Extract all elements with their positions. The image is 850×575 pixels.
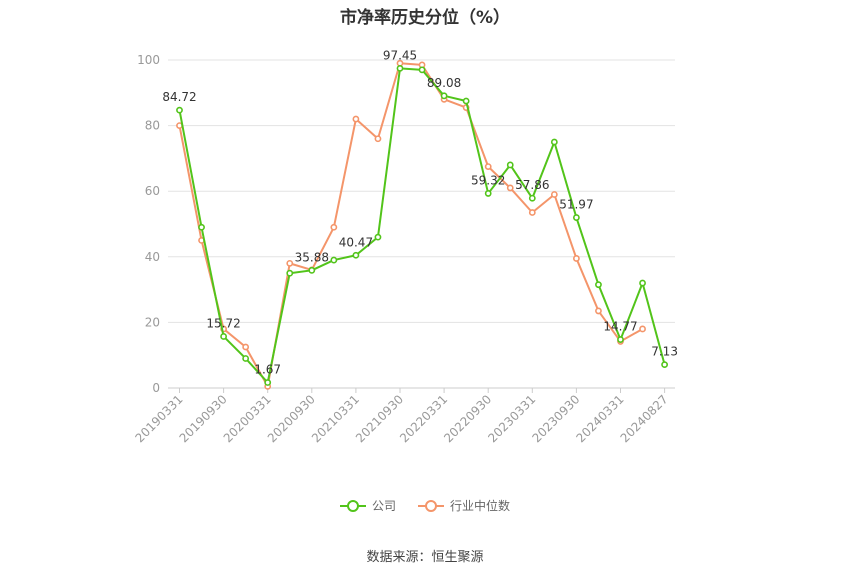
y-axis-ticks: 0 20 40 60 80 100 <box>137 53 160 395</box>
data-point <box>264 379 272 386</box>
y-tick-label: 20 <box>145 315 160 329</box>
data-point <box>595 307 602 315</box>
data-point <box>176 106 183 114</box>
data-label: 84.72 <box>162 90 196 104</box>
data-point <box>484 190 492 197</box>
data-label: 40.47 <box>339 235 373 249</box>
legend-swatch-industry-icon <box>418 499 444 513</box>
x-tick-label: 20240827 <box>618 392 671 445</box>
data-point <box>484 163 492 170</box>
data-labels: 84.72 15.72 1.67 35.88 40.47 97.45 89.08 59.32 5… <box>162 48 678 376</box>
data-point <box>352 115 360 123</box>
data-label: 89.08 <box>427 76 461 90</box>
y-tick-label: 80 <box>145 119 160 133</box>
data-label: 59.32 <box>471 173 505 187</box>
data-point <box>528 194 536 202</box>
chart-plot: 0 20 40 60 80 100 201903312019093020200331202… <box>133 48 678 445</box>
y-tick-label: 60 <box>145 184 160 198</box>
legend-item-industry-median[interactable]: 行业中位数 <box>418 497 510 514</box>
y-tick-label: 100 <box>137 53 160 67</box>
data-point <box>617 336 624 343</box>
data-point <box>352 251 360 259</box>
data-point <box>506 161 514 169</box>
data-point <box>418 66 426 74</box>
data-point <box>506 184 514 192</box>
data-label: 1.67 <box>254 363 281 377</box>
data-point <box>330 256 338 264</box>
data-point <box>440 92 448 100</box>
data-label: 15.72 <box>206 316 240 330</box>
data-point <box>639 279 646 287</box>
y-tick-label: 0 <box>152 381 160 395</box>
data-point <box>462 97 470 105</box>
data-point <box>639 325 646 333</box>
data-source: 数据来源：恒生聚源 <box>366 550 484 565</box>
data-point <box>573 255 580 262</box>
data-point <box>595 281 602 289</box>
data-point <box>374 233 382 241</box>
data-point <box>286 269 294 277</box>
data-point <box>198 223 205 231</box>
data-label: 7.13 <box>651 345 678 359</box>
data-point <box>661 361 668 369</box>
data-point <box>308 266 316 274</box>
data-point <box>550 191 558 198</box>
legend-label-company: 公司 <box>371 499 396 513</box>
series-line-0 <box>178 67 666 384</box>
data-label: 35.88 <box>295 250 329 264</box>
data-point <box>550 138 558 146</box>
grid-lines <box>168 59 675 323</box>
data-point <box>573 214 580 221</box>
data-label: 97.45 <box>383 48 417 62</box>
data-label: 57.86 <box>515 178 549 192</box>
legend-item-company[interactable]: 公司 <box>339 497 396 514</box>
legend-swatch-company-icon <box>339 499 366 513</box>
series-line-1 <box>178 62 644 388</box>
data-point <box>374 135 382 143</box>
data-point <box>528 209 536 216</box>
series-layer <box>176 59 668 390</box>
data-label: 51.97 <box>559 198 593 212</box>
data-point <box>396 64 404 72</box>
legend: 公司 行业中位数 <box>0 497 850 514</box>
y-tick-label: 40 <box>145 250 160 264</box>
data-point <box>286 259 294 267</box>
legend-label-industry-median: 行业中位数 <box>450 499 511 513</box>
x-axis: 2019033120190930202003312020093020210331… <box>133 387 675 445</box>
data-point <box>330 223 338 231</box>
data-point <box>242 355 250 362</box>
data-label: 14.77 <box>603 320 637 334</box>
data-point <box>242 343 250 351</box>
data-point <box>220 333 227 340</box>
chart-title: 市净率历史分位（%） <box>339 8 511 28</box>
